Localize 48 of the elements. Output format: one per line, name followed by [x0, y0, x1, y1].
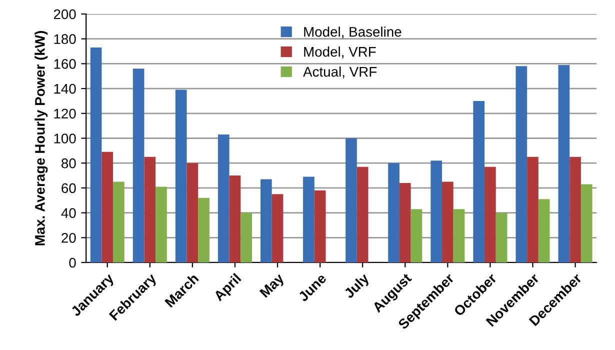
bar	[516, 66, 528, 262]
y-tick-label: 0	[69, 258, 76, 268]
bar	[102, 152, 114, 262]
bar	[484, 166, 496, 262]
bar	[580, 184, 592, 262]
bar	[442, 182, 454, 262]
y-tick-label: 160	[54, 59, 76, 69]
legend-label: Model, Baseline	[304, 26, 402, 38]
bar	[356, 166, 368, 262]
bar	[346, 138, 357, 262]
bar	[240, 212, 252, 262]
legend-label: Model, VRF	[304, 46, 376, 58]
y-tick-label: 100	[54, 134, 76, 144]
y-tick-label: 180	[54, 34, 76, 44]
y-tick-label: 80	[62, 158, 76, 168]
bar	[260, 179, 272, 262]
bar	[272, 194, 284, 262]
bar	[156, 186, 167, 262]
bar	[410, 209, 422, 262]
bar	[538, 199, 550, 262]
y-tick-label: 120	[54, 108, 76, 119]
bar	[113, 182, 124, 262]
bar	[218, 134, 230, 262]
bar	[186, 163, 198, 262]
bar	[399, 182, 411, 262]
bar	[144, 156, 156, 262]
bar	[198, 198, 210, 262]
y-tick-label: 40	[61, 208, 76, 218]
legend-label: Actual, VRF	[303, 66, 377, 78]
bar	[527, 156, 538, 262]
bar	[229, 176, 241, 262]
y-tick-label: 140	[54, 84, 76, 94]
bar	[570, 156, 581, 262]
bar	[430, 160, 442, 262]
y-tick-label: 200	[54, 9, 76, 20]
bar	[303, 176, 314, 262]
bar	[132, 68, 144, 262]
bar	[453, 209, 465, 262]
bar	[496, 212, 508, 262]
bar	[388, 163, 400, 262]
y-axis-title: Max. Average Hourly Power (kW)	[34, 31, 48, 246]
bar	[473, 100, 485, 262]
bar	[558, 64, 570, 262]
bar	[175, 90, 187, 262]
y-tick-label: 20	[62, 232, 76, 243]
y-tick-label: 60	[62, 183, 76, 194]
bar	[90, 48, 102, 262]
bar	[314, 190, 326, 262]
